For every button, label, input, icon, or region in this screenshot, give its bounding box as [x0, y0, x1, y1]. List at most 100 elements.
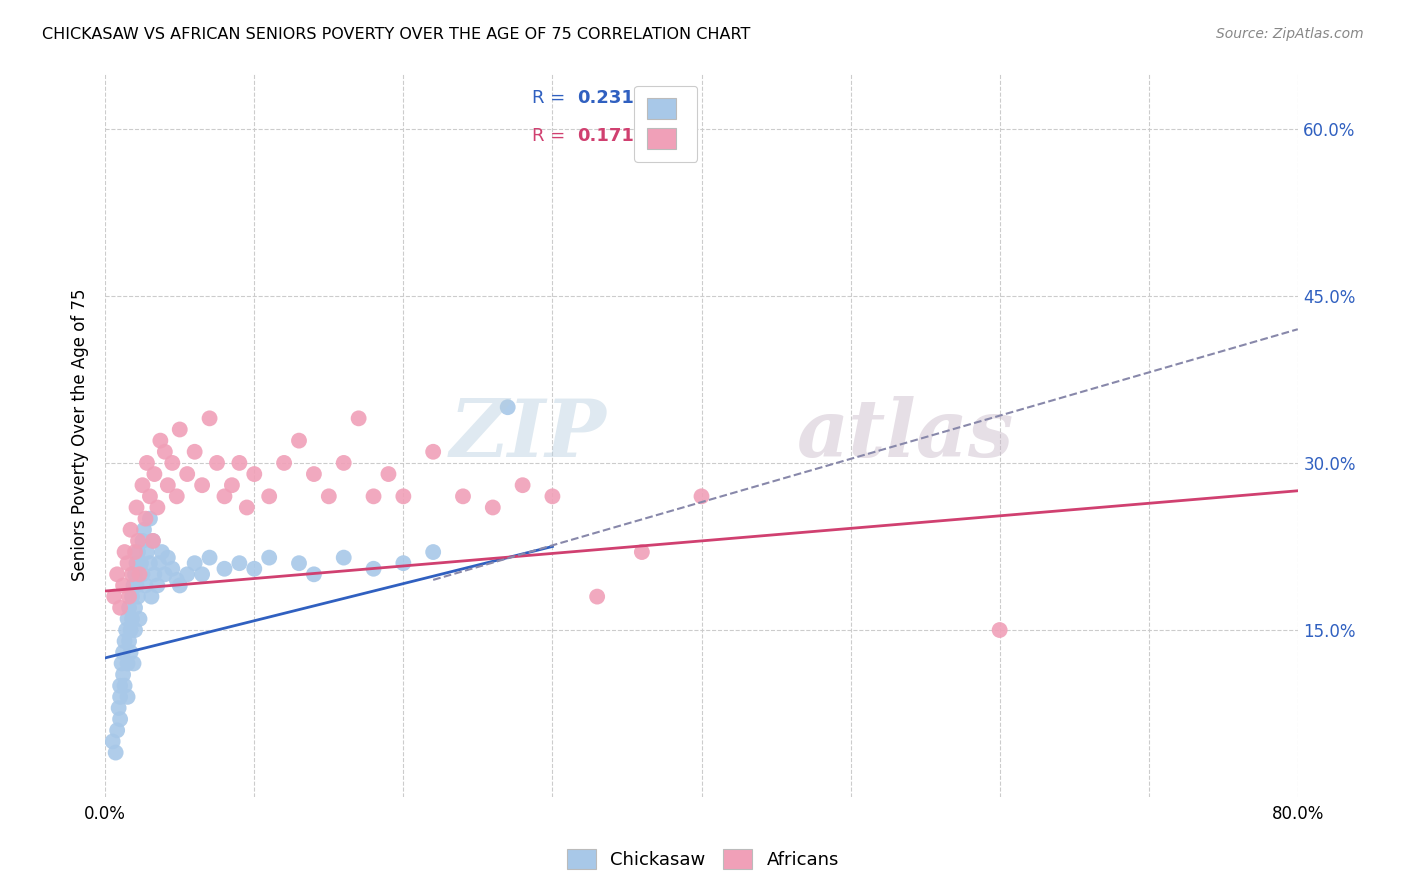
Point	[131, 567, 153, 582]
Point	[117, 556, 139, 570]
Text: 0.231: 0.231	[578, 89, 634, 107]
Point	[347, 411, 370, 425]
Point	[128, 612, 150, 626]
Point	[112, 667, 135, 681]
Point	[131, 478, 153, 492]
Point	[166, 489, 188, 503]
Text: 66: 66	[673, 89, 697, 107]
Point	[183, 556, 205, 570]
Point	[125, 578, 148, 592]
Point	[176, 567, 198, 582]
Point	[112, 645, 135, 659]
Point	[176, 467, 198, 481]
Point	[153, 444, 176, 458]
Point	[183, 444, 205, 458]
Point	[112, 578, 135, 592]
Point	[214, 489, 236, 503]
Point	[988, 623, 1011, 637]
Point	[117, 657, 139, 671]
Point	[146, 500, 169, 515]
Point	[156, 550, 179, 565]
Point	[288, 556, 311, 570]
Point	[129, 556, 152, 570]
Point	[318, 489, 340, 503]
Point	[108, 690, 131, 704]
Point	[257, 489, 280, 503]
Point	[273, 456, 295, 470]
Point	[132, 523, 155, 537]
Point	[142, 533, 165, 548]
Point	[108, 600, 131, 615]
Point	[127, 533, 149, 548]
Point	[214, 562, 236, 576]
Point	[118, 590, 141, 604]
Point	[228, 456, 250, 470]
Point	[107, 701, 129, 715]
Point	[136, 545, 159, 559]
Point	[198, 550, 221, 565]
Point	[134, 511, 156, 525]
Point	[205, 456, 228, 470]
Point	[124, 545, 146, 559]
Point	[332, 550, 354, 565]
Point	[481, 500, 503, 515]
Point	[191, 478, 214, 492]
Point	[139, 556, 162, 570]
Point	[243, 467, 266, 481]
Point	[191, 567, 214, 582]
Point	[115, 623, 138, 637]
Point	[156, 478, 179, 492]
Point	[169, 578, 191, 592]
Point	[496, 401, 519, 415]
Point	[131, 533, 153, 548]
Point	[451, 489, 474, 503]
Point	[198, 411, 221, 425]
Point	[512, 478, 534, 492]
Point	[124, 600, 146, 615]
Point	[631, 545, 654, 559]
Point	[221, 478, 243, 492]
Point	[108, 712, 131, 726]
Point	[110, 657, 132, 671]
Point	[363, 489, 385, 503]
Point	[332, 456, 354, 470]
Point	[142, 533, 165, 548]
Point	[124, 623, 146, 637]
Point	[105, 567, 128, 582]
Point	[114, 545, 136, 559]
Point	[139, 489, 162, 503]
Text: atlas: atlas	[797, 396, 1014, 474]
Point	[120, 623, 142, 637]
Text: 0.171: 0.171	[578, 127, 634, 145]
Point	[243, 562, 266, 576]
Point	[143, 467, 166, 481]
Point	[136, 456, 159, 470]
Point	[169, 422, 191, 436]
Point	[422, 444, 444, 458]
Point	[103, 590, 125, 604]
Point	[101, 734, 124, 748]
Point	[117, 690, 139, 704]
Text: CHICKASAW VS AFRICAN SENIORS POVERTY OVER THE AGE OF 75 CORRELATION CHART: CHICKASAW VS AFRICAN SENIORS POVERTY OVE…	[42, 27, 751, 42]
Point	[541, 489, 564, 503]
Point	[121, 612, 143, 626]
Point	[146, 578, 169, 592]
Point	[302, 567, 325, 582]
Point	[302, 467, 325, 481]
Text: Source: ZipAtlas.com: Source: ZipAtlas.com	[1216, 27, 1364, 41]
Point	[114, 634, 136, 648]
Point	[149, 434, 172, 448]
Point	[162, 562, 184, 576]
Text: R =: R =	[531, 89, 571, 107]
Point	[134, 578, 156, 592]
Point	[422, 545, 444, 559]
Point	[236, 500, 259, 515]
Point	[162, 456, 184, 470]
Point	[257, 550, 280, 565]
Text: N =: N =	[623, 127, 675, 145]
Point	[392, 556, 415, 570]
Point	[128, 567, 150, 582]
Point	[122, 657, 145, 671]
Point	[108, 679, 131, 693]
Legend: , : ,	[634, 86, 697, 161]
